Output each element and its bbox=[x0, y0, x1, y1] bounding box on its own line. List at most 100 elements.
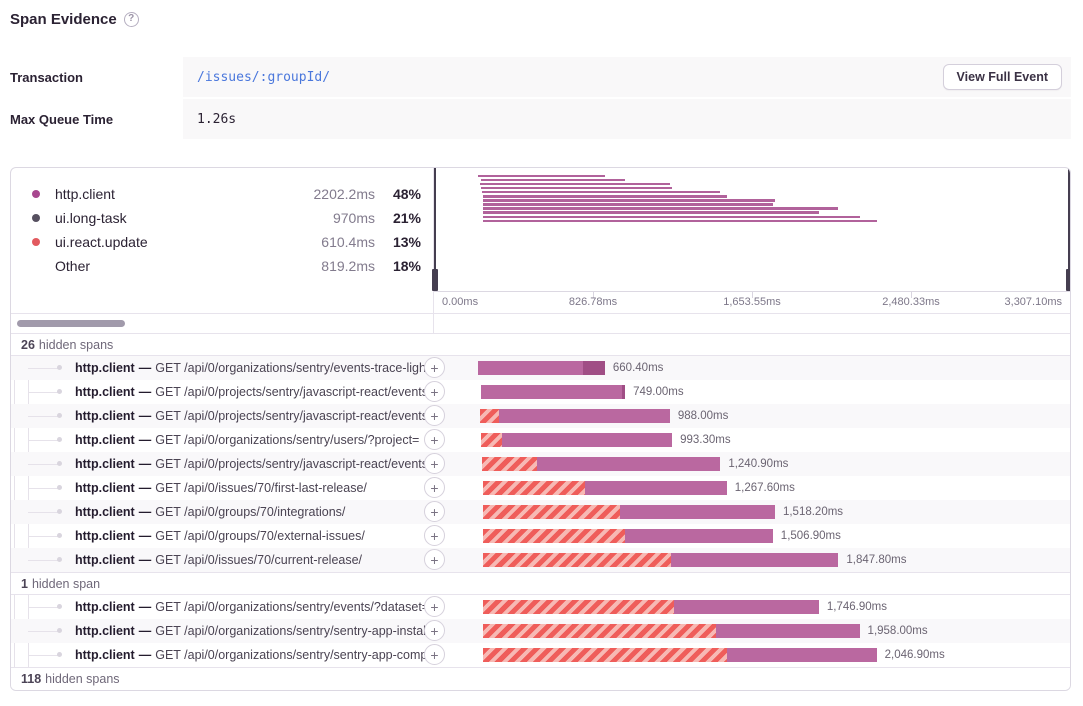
span-bar-hatch-overlap bbox=[482, 553, 672, 567]
legend-percent: 13% bbox=[392, 234, 421, 250]
span-row[interactable]: http.client — GET /api/0/organizations/sen… bbox=[11, 595, 1070, 619]
span-bar-cell: 1,506.90ms bbox=[434, 524, 1070, 548]
span-bar-hatch-overlap bbox=[482, 529, 625, 543]
legend-op-label: ui.react.update bbox=[55, 234, 148, 250]
scrollbar-thumb[interactable] bbox=[17, 320, 125, 327]
span-duration-bar bbox=[481, 433, 673, 447]
span-description: http.client — GET /api/0/groups/70/externa… bbox=[75, 524, 434, 548]
span-op: http.client bbox=[75, 600, 135, 614]
legend-color-dot bbox=[32, 238, 40, 246]
span-url: GET /api/0/organizations/sentry/sentry-a… bbox=[155, 648, 434, 662]
tree-connector bbox=[28, 654, 58, 656]
span-bar-hatch-overlap bbox=[481, 433, 503, 447]
hidden-spans-text: hidden spans bbox=[45, 672, 120, 686]
span-op-legend: http.client 2202.2ms 48% ui.long-task 97… bbox=[11, 168, 434, 313]
span-op: http.client bbox=[75, 361, 135, 375]
span-separator: — bbox=[138, 648, 152, 662]
span-bar-hatch-overlap bbox=[482, 648, 728, 662]
span-row[interactable]: http.client — GET /api/0/projects/sentry/j… bbox=[11, 452, 1070, 476]
expand-span-button[interactable]: + bbox=[424, 596, 445, 617]
span-separator: — bbox=[138, 481, 152, 495]
span-url: GET /api/0/projects/sentry/javascript-re… bbox=[155, 457, 432, 471]
transaction-value-cell: /issues/:groupId/ View Full Event bbox=[183, 57, 1071, 97]
hidden-spans-row: 1 hidden span bbox=[11, 572, 1070, 595]
expand-span-button[interactable]: + bbox=[424, 644, 445, 665]
axis-label: 3,307.10ms bbox=[1004, 296, 1062, 308]
span-url: GET /api/0/issues/70/current-release/ bbox=[155, 553, 363, 567]
tree-node-dot bbox=[57, 652, 62, 657]
minimap-span-bar bbox=[481, 186, 673, 190]
span-name-cell: http.client — GET /api/0/projects/sentry/j… bbox=[11, 452, 445, 476]
tree-connector bbox=[28, 606, 58, 608]
legend-duration: 819.2ms bbox=[321, 258, 375, 274]
minimap-left-handle[interactable] bbox=[432, 168, 438, 291]
tree-connector bbox=[28, 367, 58, 369]
span-separator: — bbox=[138, 409, 152, 423]
expand-span-button[interactable]: + bbox=[424, 405, 445, 426]
expand-span-button[interactable]: + bbox=[424, 549, 445, 570]
span-bar-hatch-overlap bbox=[482, 505, 621, 519]
span-bar-hatch-overlap bbox=[482, 481, 586, 495]
span-op: http.client bbox=[75, 553, 135, 567]
span-duration-label: 1,958.00ms bbox=[867, 625, 928, 637]
expand-span-button[interactable]: + bbox=[424, 429, 445, 450]
legend-item: http.client 2202.2ms 48% bbox=[32, 182, 421, 206]
expand-span-button[interactable]: + bbox=[424, 477, 445, 498]
span-op: http.client bbox=[75, 529, 135, 543]
legend-percent: 48% bbox=[392, 186, 421, 202]
span-description: http.client — GET /api/0/organizations/sen… bbox=[75, 595, 434, 619]
span-name-cell: http.client — GET /api/0/issues/70/current… bbox=[11, 548, 445, 572]
span-bar-dark-segment bbox=[583, 361, 605, 375]
span-op: http.client bbox=[75, 505, 135, 519]
tree-connector bbox=[28, 511, 58, 513]
span-bar-cell: 988.00ms bbox=[434, 404, 1070, 428]
expand-span-button[interactable]: + bbox=[424, 620, 445, 641]
minimap-span-bar bbox=[479, 182, 670, 186]
span-url: GET /api/0/organizations/sentry/users/?p… bbox=[155, 433, 420, 447]
help-icon[interactable]: ? bbox=[123, 11, 139, 27]
span-name-cell: http.client — GET /api/0/organizations/sen… bbox=[11, 595, 445, 619]
legend-item: ui.react.update 610.4ms 13% bbox=[32, 230, 421, 254]
span-row[interactable]: http.client — GET /api/0/issues/70/current… bbox=[11, 548, 1070, 572]
left-handle-grip[interactable] bbox=[432, 269, 438, 291]
span-description: http.client — GET /api/0/organizations/sen… bbox=[75, 619, 434, 643]
expand-span-button[interactable]: + bbox=[424, 501, 445, 522]
span-description: http.client — GET /api/0/organizations/sen… bbox=[75, 643, 434, 667]
span-row[interactable]: http.client — GET /api/0/organizations/sen… bbox=[11, 643, 1070, 667]
transaction-link[interactable]: /issues/:groupId/ bbox=[197, 69, 331, 85]
span-row[interactable]: http.client — GET /api/0/groups/70/externa… bbox=[11, 524, 1070, 548]
legend-duration: 2202.2ms bbox=[313, 186, 375, 202]
expand-span-button[interactable]: + bbox=[424, 525, 445, 546]
span-duration-bar bbox=[482, 481, 727, 495]
expand-span-button[interactable]: + bbox=[424, 357, 445, 378]
minimap[interactable] bbox=[432, 168, 1070, 291]
span-duration-label: 1,267.60ms bbox=[734, 482, 795, 494]
tree-node-dot bbox=[57, 461, 62, 466]
span-bar-hatch-overlap bbox=[482, 600, 675, 614]
span-row[interactable]: http.client — GET /api/0/projects/sentry/j… bbox=[11, 380, 1070, 404]
span-duration-bar bbox=[482, 648, 877, 662]
span-duration-label: 749.00ms bbox=[633, 386, 684, 398]
expand-span-button[interactable]: + bbox=[424, 453, 445, 474]
span-row[interactable]: http.client — GET /api/0/organizations/sen… bbox=[11, 356, 1070, 380]
minimap-span-bar bbox=[481, 178, 626, 182]
view-full-event-button[interactable]: View Full Event bbox=[942, 64, 1062, 90]
span-duration-bar bbox=[481, 385, 626, 399]
minimap-right-handle[interactable] bbox=[1066, 168, 1070, 291]
tree-connector bbox=[28, 630, 58, 632]
span-duration-bar bbox=[482, 529, 773, 543]
span-row[interactable]: http.client — GET /api/0/organizations/sen… bbox=[11, 428, 1070, 452]
span-duration-label: 1,518.20ms bbox=[782, 506, 844, 518]
expand-span-button[interactable]: + bbox=[424, 381, 445, 402]
scrollbar-track[interactable] bbox=[11, 314, 434, 333]
span-row[interactable]: http.client — GET /api/0/projects/sentry/j… bbox=[11, 404, 1070, 428]
span-duration-bar bbox=[479, 409, 670, 423]
span-row[interactable]: http.client — GET /api/0/groups/70/integra… bbox=[11, 500, 1070, 524]
span-url: GET /api/0/issues/70/first-last-release/ bbox=[155, 481, 367, 495]
span-row[interactable]: http.client — GET /api/0/issues/70/first-l… bbox=[11, 476, 1070, 500]
span-row[interactable]: http.client — GET /api/0/organizations/sen… bbox=[11, 619, 1070, 643]
right-handle-grip[interactable] bbox=[1066, 269, 1070, 291]
tree-node-dot bbox=[57, 413, 62, 418]
span-name-cell: http.client — GET /api/0/groups/70/externa… bbox=[11, 524, 445, 548]
span-duration-label: 1,746.90ms bbox=[826, 601, 888, 613]
